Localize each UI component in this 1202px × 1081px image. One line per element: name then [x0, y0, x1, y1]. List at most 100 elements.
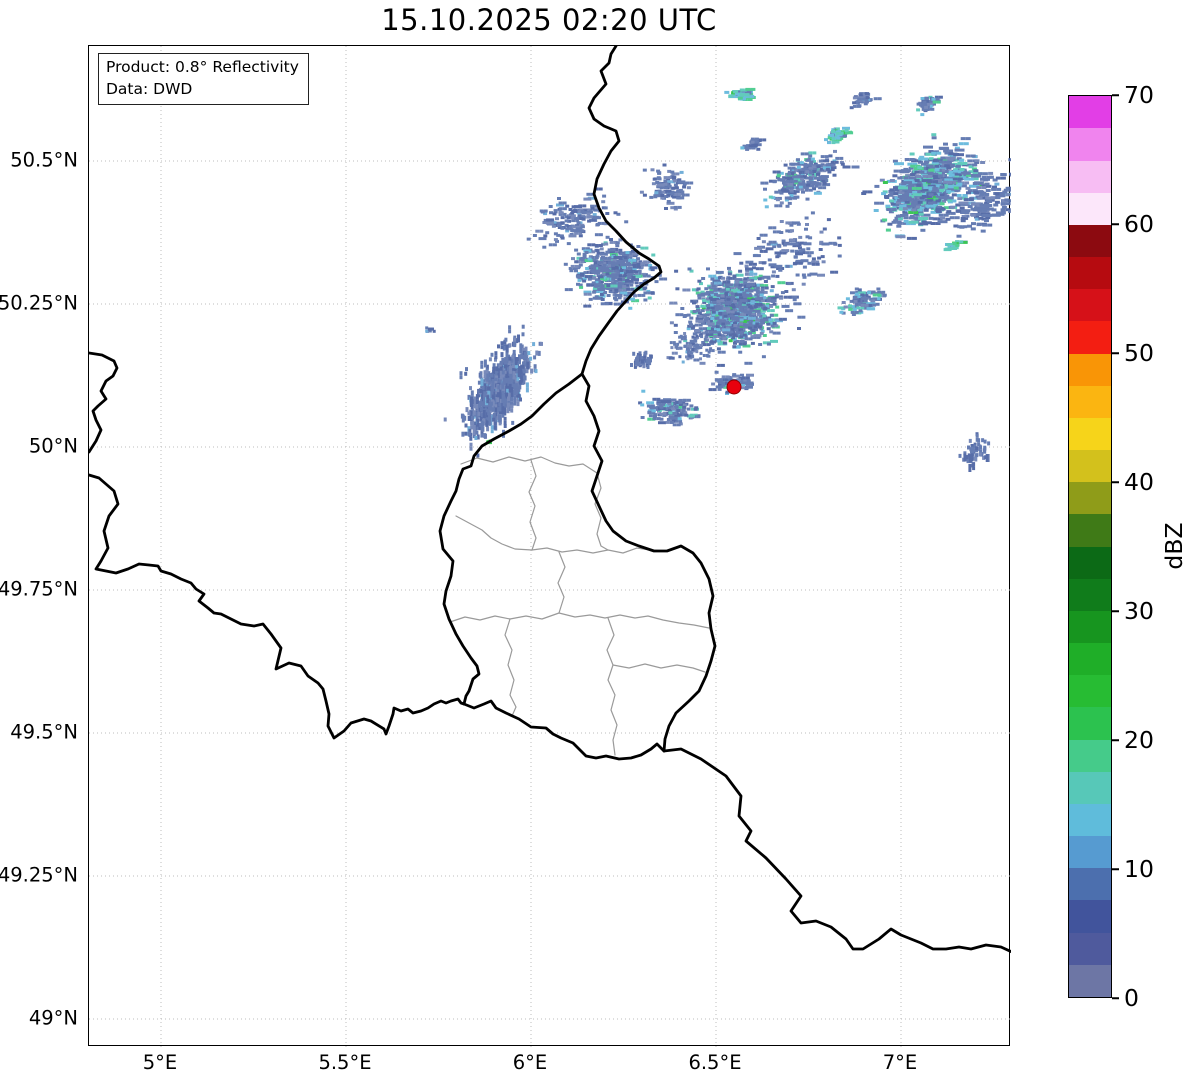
- radar-echo-cell: [719, 337, 724, 341]
- radar-echo-cell: [699, 282, 703, 286]
- radar-echo-cell: [667, 180, 672, 184]
- radar-echo-cell: [607, 266, 612, 270]
- radar-echo-cell: [708, 312, 713, 316]
- radar-echo-cell: [742, 342, 747, 346]
- radar-echo-cell: [480, 420, 484, 426]
- radar-echo-cell: [721, 383, 726, 387]
- radar-echo-cell: [717, 281, 722, 285]
- radar-echo-cell: [609, 284, 614, 288]
- radar-echo-cell: [731, 336, 735, 340]
- radar-echo-cell: [565, 227, 570, 231]
- radar-echo-cell: [715, 325, 720, 329]
- radar-echo-cell: [674, 419, 679, 423]
- radar-echo-cell: [796, 165, 801, 169]
- radar-echo-cell: [691, 288, 696, 292]
- radar-echo-cell: [459, 375, 463, 380]
- radar-echo-cell: [737, 300, 741, 303]
- radar-echo-cell: [658, 421, 662, 425]
- radar-echo-cell: [697, 279, 702, 283]
- radar-echo-cell: [763, 290, 768, 294]
- radar-echo-cell: [911, 236, 917, 240]
- radar-echo-cell: [501, 398, 505, 403]
- radar-echo-cell: [650, 291, 655, 295]
- radar-echo-cell: [593, 208, 598, 212]
- radar-echo-cell: [914, 197, 920, 201]
- radar-echo-cell: [715, 270, 720, 274]
- radar-echo-cell: [613, 262, 618, 266]
- radar-echo-cell: [617, 263, 622, 267]
- radar-echo-cell: [602, 194, 607, 198]
- radar-echo-cell: [702, 315, 707, 319]
- radar-echo-cell: [744, 316, 749, 320]
- radar-echo-cell: [589, 265, 593, 269]
- radar-echo-cell: [647, 260, 652, 264]
- radar-echo-cell: [490, 429, 494, 434]
- radar-echo-cell: [560, 216, 565, 220]
- radar-echo-cell: [572, 209, 577, 213]
- radar-echo-cell: [705, 290, 710, 294]
- radar-echo-cell: [611, 264, 615, 268]
- radar-echo-cell: [679, 405, 684, 409]
- radar-echo-cell: [770, 285, 775, 289]
- radar-echo-cell: [618, 288, 623, 292]
- radar-echo-cell: [725, 381, 729, 385]
- radar-echo-cell: [498, 418, 502, 423]
- radar-echo-cell: [570, 229, 575, 232]
- radar-echo-cell: [601, 272, 606, 276]
- radar-echo-cell: [670, 206, 675, 210]
- radar-echo-cell: [646, 274, 651, 278]
- radar-echo-cell: [780, 188, 785, 192]
- radar-echo-cell: [701, 331, 706, 335]
- radar-echo-cell: [622, 285, 627, 289]
- radar-echo-cell: [590, 256, 595, 259]
- radar-echo-cell: [768, 321, 773, 325]
- radar-echo-cell: [483, 387, 487, 392]
- radar-echo-cell: [718, 276, 722, 280]
- radar-echo-cell: [617, 277, 622, 281]
- radar-echo-cell: [689, 316, 694, 320]
- radar-echo-cell: [749, 382, 754, 386]
- radar-echo-cell: [840, 162, 845, 166]
- radar-echo-cell: [586, 212, 591, 216]
- radar-echo-cell: [595, 223, 600, 226]
- radar-echo-cell: [678, 400, 683, 404]
- radar-echo-cell: [513, 398, 517, 403]
- radar-echo-cell: [797, 315, 802, 319]
- graticule: [89, 46, 1011, 1047]
- radar-echo-cell: [915, 207, 920, 211]
- radar-echo-cell: [608, 301, 613, 305]
- radar-echo-cell: [619, 258, 624, 262]
- radar-echo-cell: [627, 293, 632, 297]
- radar-echo-cell: [779, 296, 784, 300]
- radar-echo-cell: [577, 216, 582, 220]
- radar-echo-cell: [839, 160, 844, 164]
- radar-echo-cell: [689, 404, 694, 408]
- radar-echo-cell: [525, 358, 529, 364]
- radar-echo-cell: [764, 318, 769, 322]
- radar-echo-cell: [600, 256, 605, 260]
- radar-echo-cell: [591, 281, 596, 285]
- radar-echo-cell: [663, 179, 668, 183]
- radar-echo-cell: [716, 328, 721, 332]
- radar-echo-cell: [507, 402, 511, 407]
- radar-echo-cell: [680, 413, 685, 417]
- radar-echo-cell: [905, 222, 911, 226]
- radar-echo-cell: [805, 197, 810, 201]
- radar-echo-cell: [502, 345, 506, 351]
- radar-echo-cell: [736, 345, 741, 349]
- radar-echo-cell: [709, 304, 714, 308]
- radar-echo-cell: [596, 279, 601, 282]
- radar-echo-cell: [623, 258, 628, 262]
- radar-echo-cell: [548, 205, 553, 208]
- radar-echo-cell: [518, 380, 522, 385]
- radar-echo-cell: [725, 326, 730, 330]
- radar-echo-cell: [661, 407, 666, 411]
- radar-echo-cell: [574, 231, 579, 235]
- radar-echo-cell: [651, 409, 656, 413]
- radar-echo-cell: [428, 329, 432, 333]
- radar-echo-cell: [755, 300, 760, 304]
- radar-echo-cell: [478, 425, 482, 431]
- radar-echo-cell: [611, 277, 616, 281]
- radar-echo-cell: [490, 390, 494, 395]
- radar-echo-cell: [662, 163, 667, 167]
